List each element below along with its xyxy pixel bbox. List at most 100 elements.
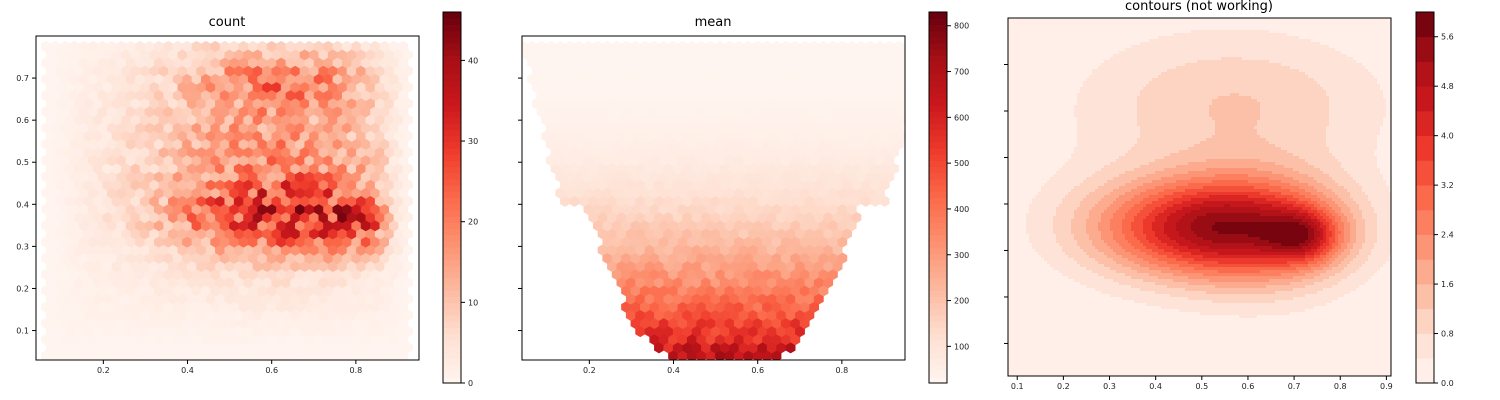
hexbin-cell bbox=[200, 317, 211, 329]
hexbin-cell bbox=[83, 293, 94, 305]
hexbin-cell bbox=[809, 301, 820, 313]
hexbin-cell bbox=[771, 89, 782, 102]
hexbin-cell bbox=[696, 105, 707, 118]
hexbin-cell bbox=[116, 236, 127, 248]
colorbar-band bbox=[929, 160, 947, 168]
hexbin-cell bbox=[83, 146, 94, 159]
contour-cell bbox=[1215, 57, 1219, 61]
hexbin-cell bbox=[121, 228, 131, 240]
hexbin-cell bbox=[313, 317, 324, 329]
contour-cell bbox=[1101, 51, 1105, 55]
hexbin-cell bbox=[168, 65, 178, 77]
contour-cell bbox=[1203, 42, 1207, 46]
hexbin-cell bbox=[182, 89, 193, 102]
hexbin-cell bbox=[327, 162, 338, 175]
hexbin-cell bbox=[611, 171, 622, 183]
contour-cell bbox=[1296, 42, 1300, 46]
hexbin-cell bbox=[266, 57, 277, 69]
hexbin-cell bbox=[663, 81, 674, 93]
hexbin-cell bbox=[163, 236, 174, 248]
contour-cell bbox=[1209, 48, 1213, 52]
hexbin-cell bbox=[719, 65, 730, 77]
hexbin-cell bbox=[616, 146, 627, 159]
contour-cell bbox=[1305, 51, 1309, 55]
hexbin-cell bbox=[771, 236, 782, 248]
contour-cell bbox=[1266, 63, 1270, 67]
hexbin-cell bbox=[832, 81, 843, 93]
hexbin-cell bbox=[102, 228, 113, 240]
contour-cell bbox=[1278, 30, 1282, 34]
hexbin-cell bbox=[55, 179, 66, 191]
hexbin-cell bbox=[229, 73, 240, 85]
contour-cell bbox=[1035, 57, 1039, 61]
contour-cell bbox=[1158, 63, 1162, 67]
contour-cell bbox=[1203, 36, 1207, 40]
contour-cell bbox=[1017, 42, 1021, 46]
hexbin-cell bbox=[243, 342, 254, 354]
contour-cell bbox=[1338, 36, 1342, 40]
contour-cell bbox=[1389, 60, 1391, 64]
contour-cell bbox=[1008, 48, 1012, 52]
hexbin-cell bbox=[243, 146, 254, 159]
contour-cell bbox=[1116, 54, 1120, 58]
hexbin-cell bbox=[266, 317, 277, 329]
hexbin-cell bbox=[738, 179, 749, 191]
hexbin-cell bbox=[229, 236, 240, 248]
contour-cell bbox=[1194, 27, 1198, 31]
hexbin-cell bbox=[701, 244, 711, 256]
contour-cell bbox=[1041, 48, 1045, 52]
contour-cell bbox=[1161, 30, 1165, 34]
hexbin-cell bbox=[616, 244, 627, 256]
hexbin-cell bbox=[130, 81, 141, 93]
hexbin-cell bbox=[266, 154, 277, 167]
contour-cell bbox=[1344, 45, 1348, 49]
hexbin-cell bbox=[247, 154, 258, 167]
hexbin-cell bbox=[69, 57, 80, 69]
hexbin-cell bbox=[177, 114, 188, 126]
hexbin-cell bbox=[752, 236, 763, 248]
contour-cell bbox=[1365, 24, 1369, 28]
contour-cell bbox=[1239, 45, 1243, 49]
contour-cell bbox=[1239, 51, 1243, 55]
axis-ticks: 0.2 0.4 0.6 0.8 bbox=[518, 77, 848, 375]
contour-cell bbox=[1158, 24, 1162, 28]
contour-cell bbox=[1032, 18, 1036, 22]
contour-cell bbox=[1236, 36, 1240, 40]
contour-cell bbox=[1242, 57, 1246, 61]
hexbin-cell bbox=[752, 138, 763, 150]
hexbin-cell bbox=[776, 97, 787, 110]
contour-cell bbox=[1068, 39, 1072, 43]
contour-cell bbox=[1194, 24, 1198, 28]
contour-cell bbox=[1284, 48, 1288, 52]
contour-cell bbox=[1278, 42, 1282, 46]
contour-cell bbox=[1092, 30, 1096, 34]
hexbin-cell bbox=[790, 268, 801, 281]
hexbin-cell bbox=[247, 350, 258, 360]
colorbar-band bbox=[929, 339, 947, 347]
hexbin-cell bbox=[724, 301, 735, 313]
contour-cell bbox=[1170, 60, 1174, 64]
hexbin-cell bbox=[219, 301, 230, 313]
contour-cell bbox=[1074, 63, 1078, 67]
contour-cell bbox=[1260, 54, 1264, 58]
contour-cell bbox=[1347, 18, 1351, 22]
hexbin-cell bbox=[210, 40, 221, 53]
hexbin-cell bbox=[379, 285, 390, 297]
contour-cell bbox=[1194, 51, 1198, 55]
hexbin-cell bbox=[130, 342, 141, 354]
hexbin-cell bbox=[644, 325, 655, 338]
hexbin-cell bbox=[860, 179, 871, 191]
contour-cell bbox=[1146, 45, 1150, 49]
contour-cell bbox=[1341, 21, 1345, 25]
contour-cell bbox=[1329, 60, 1333, 64]
hexbin-cell bbox=[351, 203, 362, 215]
contour-cell bbox=[1263, 24, 1267, 28]
hexbin-cell bbox=[186, 228, 197, 240]
contour-cell bbox=[1338, 60, 1342, 64]
hexbin-cell bbox=[398, 219, 409, 232]
hexbin-cell bbox=[677, 138, 688, 150]
contour-cell bbox=[1029, 63, 1033, 67]
hexbin-cell bbox=[304, 89, 315, 102]
hexbin-cell bbox=[290, 260, 301, 272]
contour-cell bbox=[1008, 33, 1012, 37]
